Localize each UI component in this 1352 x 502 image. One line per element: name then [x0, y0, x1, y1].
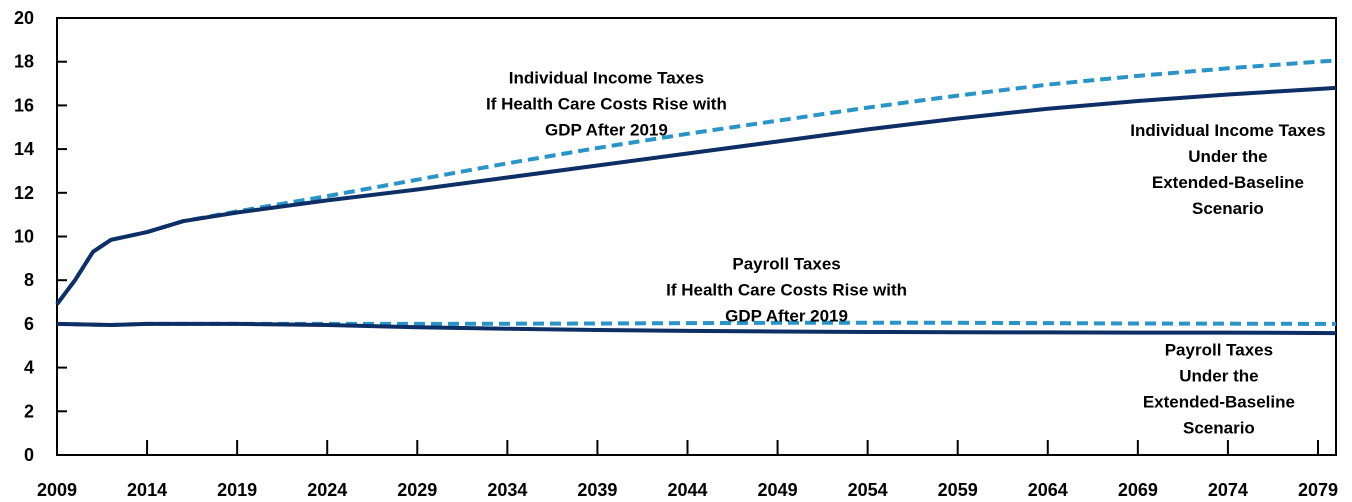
x-axis-ticks: 2009 2014 2019 2024 2029 2034 2039 2044 2049 2054… — [37, 440, 1338, 500]
x-tick-label: 2064 — [1028, 480, 1068, 500]
x-tick-label: 2054 — [848, 480, 888, 500]
annotation-payroll_baseline_label-line: Extended-Baseline — [1143, 393, 1295, 412]
y-tick-label: 4 — [24, 358, 34, 378]
x-tick-label: 2069 — [1118, 480, 1158, 500]
y-tick-label: 6 — [24, 314, 34, 334]
y-tick-label: 18 — [14, 52, 34, 72]
y-tick-label: 0 — [24, 445, 34, 465]
x-tick-label: 2019 — [217, 480, 257, 500]
annotation-income_health_label-line: Individual Income Taxes — [509, 69, 704, 88]
x-tick-label: 2009 — [37, 480, 77, 500]
y-tick-label: 2 — [24, 401, 34, 421]
chart-annotations: Individual Income Taxes If Health Care Co… — [486, 69, 1326, 438]
annotation-income_health_label-line: GDP After 2019 — [545, 121, 668, 140]
y-tick-label: 12 — [14, 183, 34, 203]
x-tick-label: 2059 — [938, 480, 978, 500]
x-tick-label: 2039 — [577, 480, 617, 500]
y-tick-label: 20 — [14, 8, 34, 28]
x-tick-label: 2029 — [397, 480, 437, 500]
x-tick-label: 2079 — [1298, 480, 1338, 500]
y-tick-label: 10 — [14, 227, 34, 247]
x-tick-label: 2014 — [127, 480, 167, 500]
annotation-payroll_health_label-line: Payroll Taxes — [732, 254, 840, 273]
annotation-income_baseline_label-line: Scenario — [1192, 199, 1264, 218]
annotation-payroll_baseline_label-line: Under the — [1179, 367, 1258, 386]
series-line-income_baseline — [55, 85, 1337, 306]
x-tick-label: 2049 — [758, 480, 798, 500]
annotation-payroll_health_label-line: If Health Care Costs Rise with — [666, 280, 907, 299]
annotation-income_baseline_label-line: Individual Income Taxes — [1130, 121, 1325, 140]
x-tick-label: 2074 — [1208, 480, 1248, 500]
y-tick-label: 8 — [24, 270, 34, 290]
x-tick-label: 2024 — [307, 480, 347, 500]
y-tick-label: 14 — [14, 139, 34, 159]
annotation-payroll_health_label-line: GDP After 2019 — [725, 306, 848, 325]
annotation-income_baseline_label-line: Extended-Baseline — [1152, 173, 1304, 192]
annotation-payroll_baseline_label-line: Payroll Taxes — [1165, 341, 1273, 360]
y-axis-ticks: 0 2 4 6 8 10 12 14 16 18 20 — [14, 8, 67, 465]
x-tick-label: 2034 — [487, 480, 527, 500]
annotation-payroll_baseline_label-line: Scenario — [1183, 419, 1255, 438]
annotation-income_health_label-line: If Health Care Costs Rise with — [486, 95, 727, 114]
series-line-payroll_baseline — [56, 321, 1337, 336]
y-tick-label: 16 — [14, 95, 34, 115]
chart-series — [55, 58, 1337, 336]
annotation-income_baseline_label-line: Under the — [1188, 147, 1267, 166]
x-tick-label: 2044 — [667, 480, 707, 500]
